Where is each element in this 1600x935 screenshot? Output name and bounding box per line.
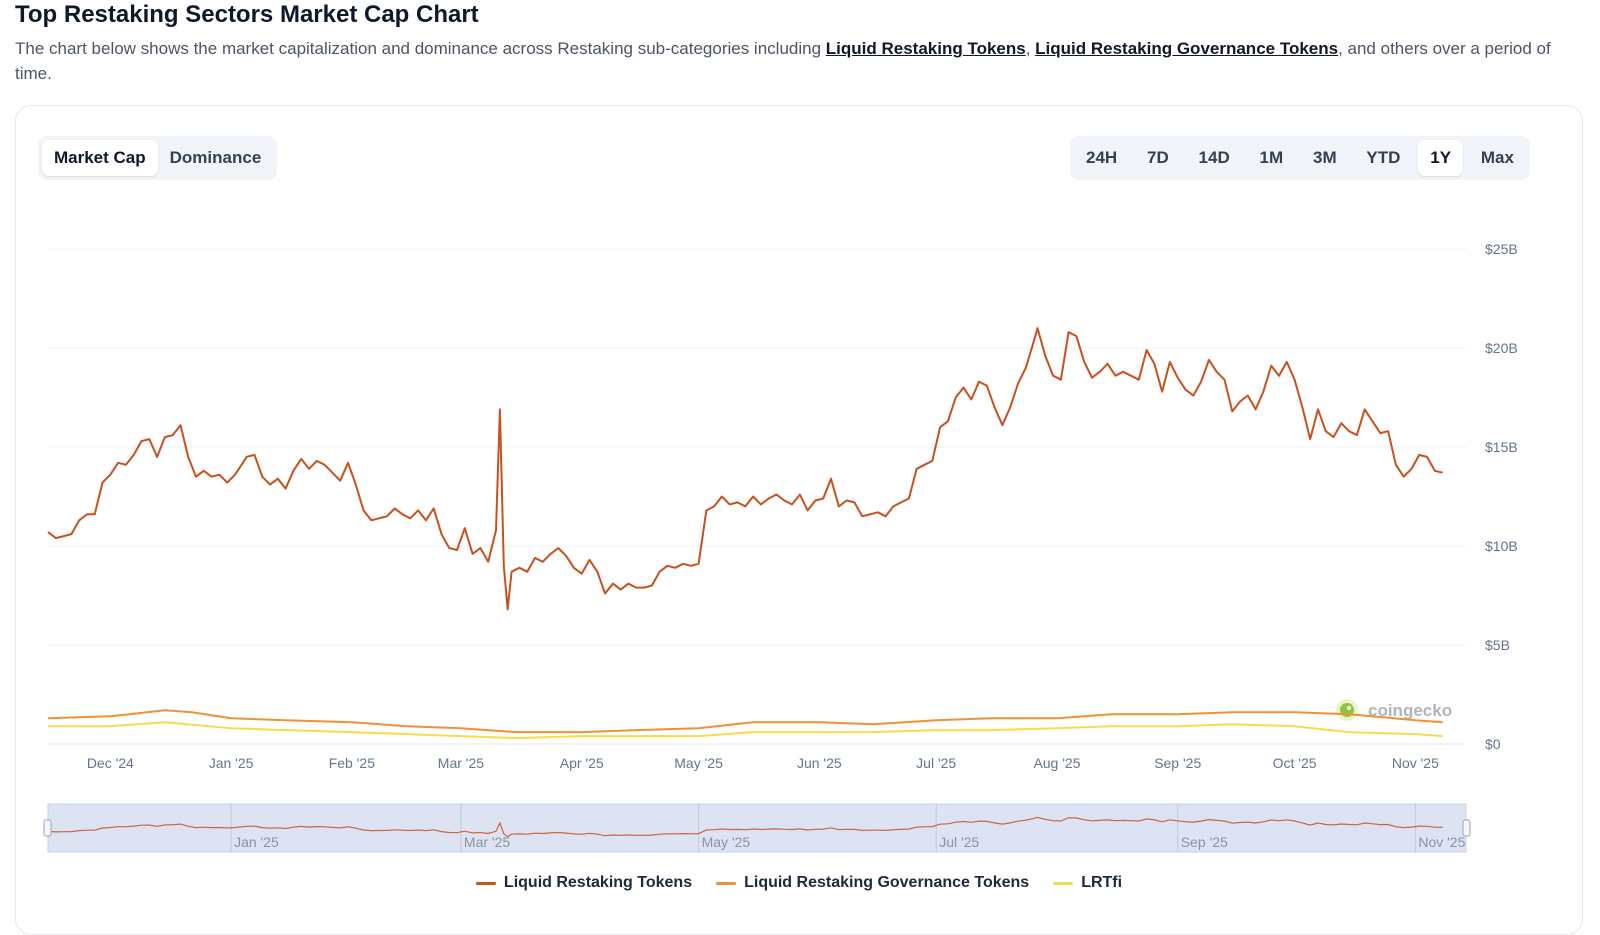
navigator-tick-label: May '25: [702, 834, 751, 850]
x-tick-label: Jun '25: [797, 755, 842, 771]
x-tick-label: Mar '25: [438, 755, 484, 771]
dominance-tab[interactable]: Dominance: [169, 148, 262, 167]
page-title: Top Restaking Sectors Market Cap Chart: [15, 1, 479, 28]
metric-toggle: Market Cap Dominance: [38, 136, 278, 180]
range-24h-button[interactable]: 24H: [1086, 148, 1118, 167]
navigator-left-handle[interactable]: [43, 819, 52, 837]
coingecko-wordmark: coingecko: [1368, 701, 1452, 720]
x-tick-label: Sep '25: [1154, 755, 1201, 771]
range-3m-button[interactable]: 3M: [1312, 148, 1337, 167]
liquid-restaking-tokens-link[interactable]: Liquid Restaking Tokens: [825, 39, 1026, 58]
legend-item-lrgt[interactable]: Liquid Restaking Governance Tokens: [716, 874, 1029, 892]
legend-swatch-lrgt: [716, 881, 737, 885]
x-tick-label: Dec '24: [87, 755, 134, 771]
navigator-tick-label: Jan '25: [234, 834, 279, 850]
y-axis-labels: $0 $5B $10B $15B $20B $25B: [1485, 241, 1518, 752]
navigator-tick-label: Mar '25: [464, 834, 510, 850]
legend-swatch-lrt: [475, 881, 496, 885]
range-1y-button[interactable]: 1Y: [1418, 140, 1464, 176]
range-navigator[interactable]: Jan '25 Mar '25 May '25 Jul '25 Sep '25 Nov '…: [43, 803, 1471, 853]
chart-card: Market Cap Dominance 24H 7D 14D 1M 3M YT…: [15, 105, 1583, 935]
liquid-restaking-governance-tokens-link[interactable]: Liquid Restaking Governance Tokens: [1035, 39, 1339, 58]
range-ytd-button[interactable]: YTD: [1366, 148, 1401, 167]
y-tick-label: $0: [1485, 736, 1501, 752]
legend-label-lrt: Liquid Restaking Tokens: [503, 874, 693, 891]
desc-after: , and others over a period of time.: [15, 39, 1551, 83]
range-1m-button[interactable]: 1M: [1259, 148, 1284, 167]
range-7d-button[interactable]: 7D: [1147, 148, 1169, 167]
y-tick-label: $5B: [1485, 637, 1510, 653]
range-14d-button[interactable]: 14D: [1198, 148, 1230, 167]
coingecko-logo-eye: [1347, 706, 1351, 710]
navigator-tick-label: Nov '25: [1418, 834, 1465, 850]
grid-lines: [48, 248, 1466, 745]
series-lines: [47, 327, 1443, 740]
desc-separator: ,: [1025, 39, 1036, 58]
x-tick-label: Nov '25: [1392, 755, 1439, 771]
desc-before: The chart below shows the market capital…: [15, 39, 826, 58]
navigator-series: [47, 816, 1443, 838]
legend-item-lrt[interactable]: Liquid Restaking Tokens: [475, 874, 693, 892]
navigator-tick-label: Jul '25: [939, 834, 979, 850]
x-axis-labels: Dec '24 Jan '25 Feb '25 Mar '25 Apr '25 May '…: [87, 755, 1439, 771]
x-tick-label: May '25: [674, 755, 723, 771]
page-description: The chart below shows the market capital…: [15, 36, 1585, 86]
navigator-right-handle[interactable]: [1462, 819, 1471, 837]
time-range-selector: 24H 7D 14D 1M 3M YTD 1Y Max: [1070, 136, 1530, 180]
series-line: [48, 721, 1443, 740]
y-tick-label: $10B: [1485, 538, 1518, 554]
navigator-series-line: [47, 816, 1443, 838]
legend-label-lrgt: Liquid Restaking Governance Tokens: [744, 874, 1030, 891]
market-cap-tab[interactable]: Market Cap: [42, 140, 158, 176]
x-tick-label: Jul '25: [916, 755, 956, 771]
legend-swatch-lrtfi: [1053, 881, 1074, 885]
legend-label-lrtfi: LRTfi: [1081, 874, 1123, 891]
series-line: [47, 327, 1443, 611]
series-line: [47, 709, 1443, 734]
x-tick-label: Feb '25: [329, 755, 375, 771]
y-tick-label: $15B: [1485, 439, 1518, 455]
x-tick-label: Aug '25: [1033, 755, 1080, 771]
x-tick-label: Jan '25: [209, 755, 254, 771]
range-max-button[interactable]: Max: [1480, 148, 1514, 167]
navigator-tick-label: Sep '25: [1181, 834, 1228, 850]
y-tick-label: $20B: [1485, 340, 1518, 356]
market-cap-chart: $0 $5B $10B $15B $20B $25B Dec '24 Jan '25 Feb …: [43, 241, 1518, 853]
chart-legend: Liquid Restaking Tokens Liquid Restaking…: [16, 874, 1582, 892]
y-tick-label: $25B: [1485, 241, 1518, 257]
x-tick-label: Apr '25: [560, 755, 604, 771]
x-tick-label: Oct '25: [1273, 755, 1317, 771]
legend-item-lrtfi[interactable]: LRTfi: [1053, 874, 1122, 892]
